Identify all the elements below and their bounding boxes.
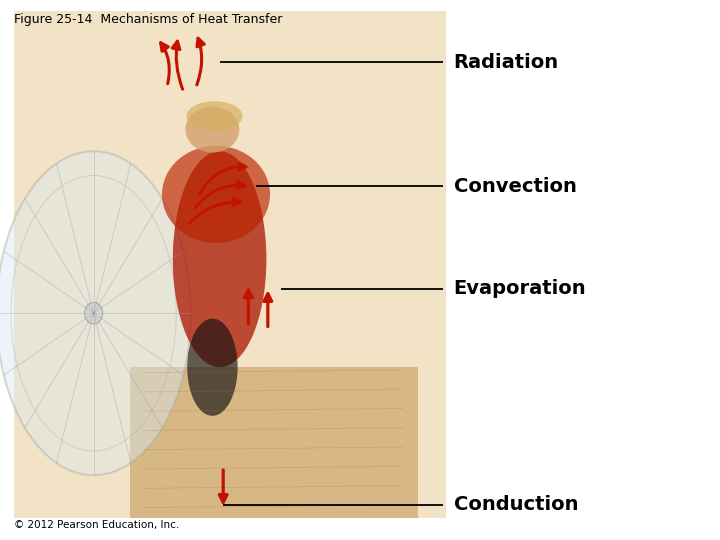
Bar	[14, 11, 446, 518]
Bar	[14, 11, 446, 518]
Bar	[14, 11, 446, 518]
Bar	[14, 11, 446, 518]
Bar	[14, 11, 446, 518]
Ellipse shape	[185, 107, 239, 152]
Bar	[130, 367, 418, 518]
Ellipse shape	[85, 302, 103, 324]
Bar	[14, 11, 446, 518]
Bar	[14, 11, 446, 518]
Bar	[14, 11, 446, 518]
Bar	[14, 11, 446, 518]
Bar	[14, 11, 446, 518]
Ellipse shape	[173, 151, 266, 367]
Text: Evaporation: Evaporation	[454, 279, 586, 299]
Bar	[14, 11, 446, 518]
Bar	[14, 11, 446, 518]
Bar	[14, 11, 446, 518]
Bar	[14, 11, 446, 518]
Bar	[14, 11, 446, 518]
Bar	[14, 11, 446, 518]
Ellipse shape	[0, 151, 191, 475]
Bar	[14, 11, 446, 518]
Bar	[14, 11, 446, 518]
Bar	[14, 11, 446, 518]
Text: Convection: Convection	[454, 177, 577, 196]
Bar	[14, 11, 446, 518]
Text: Conduction: Conduction	[454, 495, 578, 515]
Bar	[14, 11, 446, 518]
Ellipse shape	[187, 319, 238, 416]
Bar	[14, 11, 446, 518]
Ellipse shape	[186, 101, 243, 131]
Text: Radiation: Radiation	[454, 52, 559, 72]
Bar	[14, 11, 446, 518]
Text: Figure 25-14  Mechanisms of Heat Transfer: Figure 25-14 Mechanisms of Heat Transfer	[14, 14, 283, 26]
Bar	[14, 11, 446, 518]
Bar	[14, 11, 446, 518]
Bar	[14, 11, 446, 518]
Bar	[14, 11, 446, 518]
Bar	[14, 11, 446, 518]
Bar	[14, 11, 446, 518]
Ellipse shape	[162, 146, 270, 243]
Bar	[14, 11, 446, 518]
Text: © 2012 Pearson Education, Inc.: © 2012 Pearson Education, Inc.	[14, 520, 180, 530]
Bar	[14, 11, 446, 518]
